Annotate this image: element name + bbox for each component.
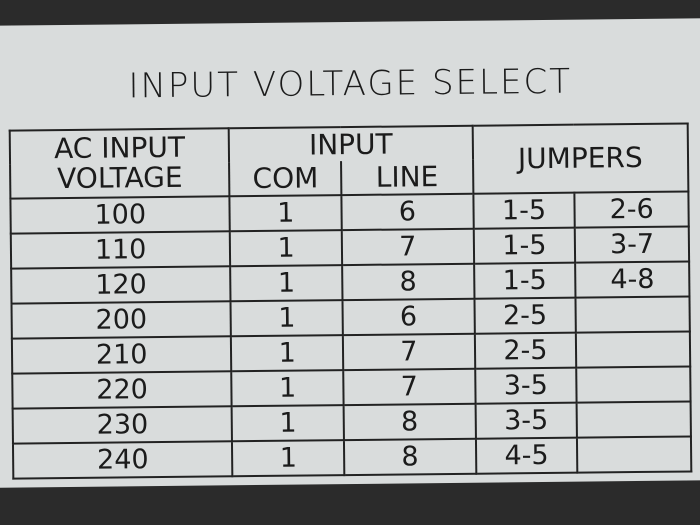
cell-jumper1: 2-5	[474, 332, 577, 369]
table-row: 240 1 8 4-5	[12, 436, 692, 479]
cell-voltage: 110	[10, 231, 231, 269]
voltage-table: AC INPUT VOLTAGE INPUT JUMPERS COM LINE …	[9, 122, 693, 479]
cell-jumper1: 4-5	[475, 437, 578, 474]
cell-voltage: 220	[12, 371, 232, 409]
cell-jumper2	[576, 401, 691, 438]
cell-jumper2: 4-8	[575, 261, 690, 298]
cell-voltage: 200	[11, 301, 232, 339]
cell-jumper1: 2-5	[474, 297, 577, 334]
cell-line: 8	[342, 263, 475, 301]
header-ac-input-voltage: AC INPUT VOLTAGE	[9, 128, 230, 199]
cell-com: 1	[232, 440, 345, 477]
header-line: LINE	[341, 160, 473, 196]
cell-line: 7	[343, 368, 476, 406]
cell-voltage: 210	[11, 336, 232, 374]
cell-com: 1	[231, 335, 344, 372]
cell-jumper2: 3-7	[575, 226, 690, 263]
cell-jumper1: 3-5	[474, 367, 577, 404]
cell-voltage: 120	[11, 266, 231, 304]
cell-jumper2	[576, 366, 691, 403]
header-com: COM	[229, 161, 342, 197]
cell-jumper2	[577, 436, 692, 473]
cell-line: 6	[342, 298, 475, 336]
cell-com: 1	[230, 265, 343, 302]
cell-voltage: 240	[12, 441, 233, 479]
header-input: INPUT	[229, 125, 473, 163]
cell-jumper1: 1-5	[473, 227, 576, 264]
cell-com: 1	[231, 405, 345, 442]
cell-jumper1: 1-5	[473, 262, 576, 299]
cell-line: 7	[341, 228, 474, 266]
cell-jumper2: 2-6	[574, 191, 689, 228]
header-jumpers: JUMPERS	[472, 123, 689, 194]
cell-com: 1	[231, 370, 344, 407]
cell-line: 8	[344, 438, 476, 476]
cell-voltage: 230	[12, 406, 233, 444]
cell-com: 1	[229, 195, 342, 232]
label-title: INPUT VOLTAGE SELECT	[128, 61, 573, 107]
cell-line: 8	[343, 403, 476, 441]
cell-jumper2	[575, 296, 690, 333]
voltage-select-label: INPUT VOLTAGE SELECT AC INPUT VOLTAGE IN…	[0, 18, 700, 488]
cell-jumper1: 3-5	[475, 402, 578, 439]
cell-jumper1: 1-5	[472, 192, 576, 229]
cell-com: 1	[230, 300, 343, 337]
cell-line: 7	[342, 333, 475, 371]
cell-voltage: 100	[10, 196, 231, 234]
cell-line: 6	[341, 193, 474, 231]
cell-jumper2	[576, 331, 691, 368]
cell-com: 1	[230, 230, 343, 267]
